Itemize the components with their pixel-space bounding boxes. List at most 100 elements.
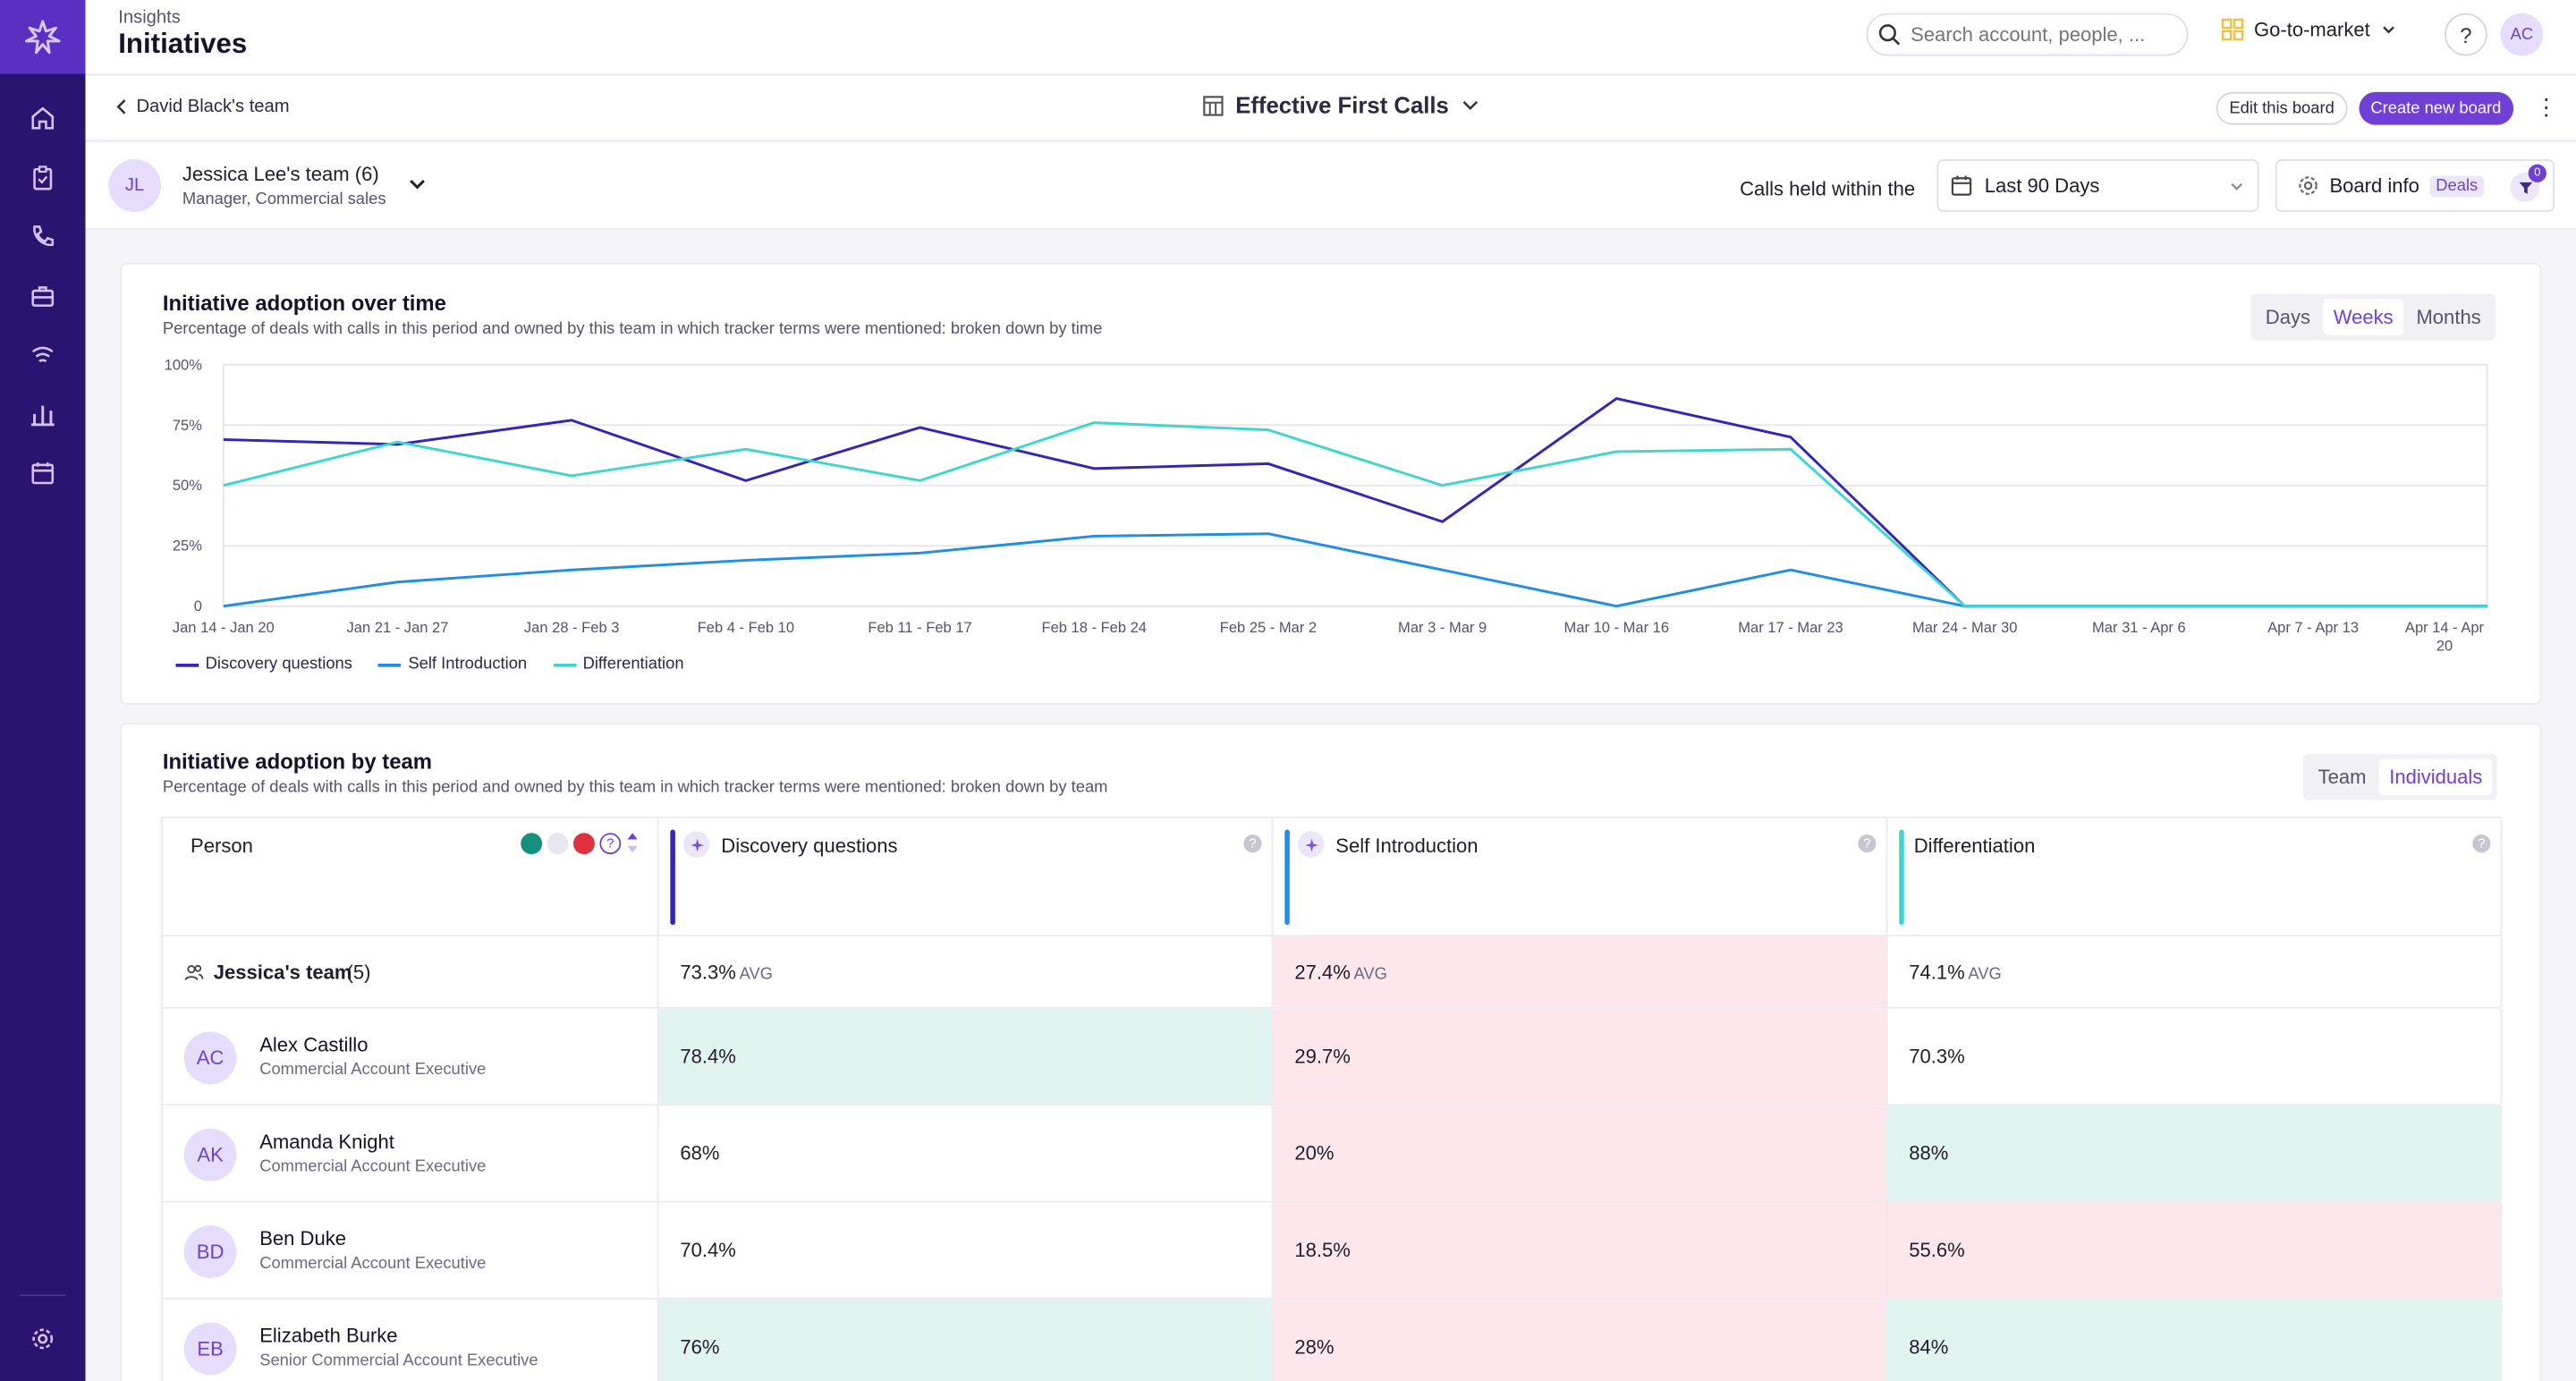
logo-icon[interactable] [0, 0, 86, 74]
team-row-count: (5) [346, 961, 371, 985]
info-icon[interactable]: ? [1243, 835, 1262, 853]
person-name[interactable]: Elizabeth Burke [259, 1324, 398, 1348]
person-cell: AK Amanda Knight Commercial Account Exec… [160, 1106, 659, 1201]
avg-label: AVG [1968, 965, 2002, 985]
legend-item-discovery[interactable]: Discovery questions [175, 656, 352, 674]
column-header-self-intro[interactable]: Self Introduction ? [1273, 818, 1888, 938]
avg-label: AVG [1353, 965, 1387, 985]
date-range-select[interactable]: Last 90 Days [1936, 159, 2259, 212]
team-summary-row[interactable]: Jessica's team (5) 73.3% AVG 27.4% AVG 74.… [160, 936, 2503, 1009]
x-tick-label: Jan 28 - Feb 3 [524, 619, 619, 636]
board-info-button[interactable]: Board info Deals 0 [2275, 159, 2555, 212]
home-icon[interactable] [26, 102, 59, 135]
value-cell: 76% [658, 1299, 1274, 1381]
bar-chart-icon[interactable] [26, 397, 59, 430]
green-dot-icon[interactable] [521, 832, 543, 854]
deals-badge: Deals [2428, 174, 2485, 197]
filter-bar: JL Jessica Lee's team (6) Manager, Comme… [85, 142, 2576, 231]
edit-board-button[interactable]: Edit this board [2216, 91, 2348, 125]
series-color-bar [670, 829, 675, 926]
board-title: Effective First Calls [1235, 91, 1449, 119]
person-cell: EB Elizabeth Burke Senior Commercial Acc… [160, 1299, 659, 1381]
chevron-down-icon [1462, 100, 1478, 111]
table-row[interactable]: EB Elizabeth Burke Senior Commercial Acc… [160, 1299, 2503, 1381]
team-avatar: JL [108, 159, 161, 212]
sparkle-icon [1297, 831, 1325, 858]
tab-days[interactable]: Days [2265, 305, 2311, 329]
avatar: BD [183, 1225, 237, 1278]
x-tick-label: Mar 31 - Apr 6 [2092, 619, 2186, 636]
x-tick-label: Apr 7 - Apr 13 [2267, 619, 2359, 636]
breadcrumb[interactable]: Insights [118, 8, 181, 29]
workspace-selector[interactable]: Go-to-market [2221, 18, 2396, 41]
column-header-discovery[interactable]: Discovery questions ? [659, 818, 1274, 938]
back-link[interactable]: David Black's team [115, 97, 290, 116]
team-row-name: Jessica's team [213, 961, 352, 985]
column-label: Self Introduction [1335, 835, 1479, 858]
gear-icon[interactable] [26, 1323, 59, 1356]
legend-item-differentiation[interactable]: Differentiation [553, 656, 684, 674]
tab-weeks[interactable]: Weeks [2323, 299, 2403, 335]
person-column-header[interactable]: Person ? [160, 818, 659, 938]
card-title: Initiative adoption by team [162, 749, 432, 775]
tab-team[interactable]: Team [2318, 765, 2367, 789]
sort-controls[interactable]: ? [521, 831, 639, 854]
adoption-time-card: Initiative adoption over time Percentage… [120, 262, 2542, 705]
adoption-line-chart: 100% 75% 50% 25% 0 Jan 14 - Jan 20 Jan 21 - Ja… [165, 356, 2488, 654]
sidebar-divider [20, 1294, 66, 1297]
team-value-cell: 27.4% AVG [1273, 936, 1888, 1007]
sort-icon[interactable] [626, 831, 640, 854]
more-menu-icon[interactable]: ⋮ [2535, 93, 2558, 121]
briefcase-icon[interactable] [26, 279, 59, 312]
table-row[interactable]: AK Amanda Knight Commercial Account Exec… [160, 1106, 2503, 1203]
value-cell: 78.4% [658, 1008, 1274, 1105]
legend-item-self-intro[interactable]: Self Introduction [378, 656, 527, 674]
team-value: 27.4% [1294, 961, 1351, 985]
phone-icon[interactable] [26, 220, 59, 253]
sidebar [0, 0, 86, 1381]
info-icon[interactable]: ? [1858, 835, 1877, 853]
chevron-left-icon [116, 99, 126, 114]
tab-individuals[interactable]: Individuals [2379, 758, 2493, 795]
signal-icon[interactable] [26, 338, 59, 371]
table-row[interactable]: BD Ben Duke Commercial Account Executive… [160, 1202, 2503, 1300]
calendar-icon [1951, 175, 1972, 196]
series-line-self-introduction [223, 532, 2487, 608]
person-name[interactable]: Ben Duke [259, 1227, 346, 1250]
clipboard-icon[interactable] [26, 161, 59, 194]
info-icon[interactable]: ? [2472, 835, 2491, 853]
create-board-button[interactable]: Create new board [2359, 91, 2513, 125]
search-box[interactable] [1866, 13, 2189, 56]
team-name[interactable]: Jessica Lee's team (6) [182, 162, 379, 186]
help-button[interactable]: ? [2445, 13, 2487, 56]
x-tick-label: Mar 10 - Mar 16 [1564, 619, 1669, 636]
table-row[interactable]: AC Alex Castillo Commercial Account Exec… [160, 1008, 2503, 1106]
search-input[interactable] [1911, 22, 2174, 47]
filter-button[interactable]: 0 [2510, 164, 2546, 202]
user-avatar[interactable]: AC [2500, 13, 2544, 56]
gear-icon [2299, 176, 2318, 195]
red-dot-icon[interactable] [573, 832, 595, 854]
y-tick-label: 100% [165, 356, 203, 373]
person-name[interactable]: Alex Castillo [259, 1033, 369, 1056]
x-tick-label: Feb 25 - Mar 2 [1220, 619, 1317, 636]
series-line-differentiation [223, 421, 2487, 608]
calendar-icon[interactable] [26, 457, 59, 490]
team-chevron-down-icon[interactable] [406, 173, 429, 204]
calls-label: Calls held within the [1740, 177, 1916, 201]
team-value: 73.3% [680, 961, 736, 985]
column-header-differentiation[interactable]: Differentiation ? [1887, 818, 2503, 938]
team-individuals-toggle: Team Individuals [2303, 754, 2497, 801]
avatar: AC [183, 1031, 237, 1085]
gray-dot-icon[interactable] [547, 832, 569, 854]
person-name[interactable]: Amanda Knight [259, 1130, 394, 1154]
person-role: Commercial Account Executive [259, 1157, 487, 1177]
help-circle-icon[interactable]: ? [599, 832, 622, 854]
board-selector[interactable]: Effective First Calls [1202, 92, 1479, 118]
y-tick-label: 25% [173, 538, 202, 555]
x-tick-label: Mar 17 - Mar 23 [1738, 619, 1843, 636]
legend-swatch [378, 663, 402, 666]
y-tick-label: 0 [194, 597, 202, 614]
tab-months[interactable]: Months [2416, 305, 2481, 329]
